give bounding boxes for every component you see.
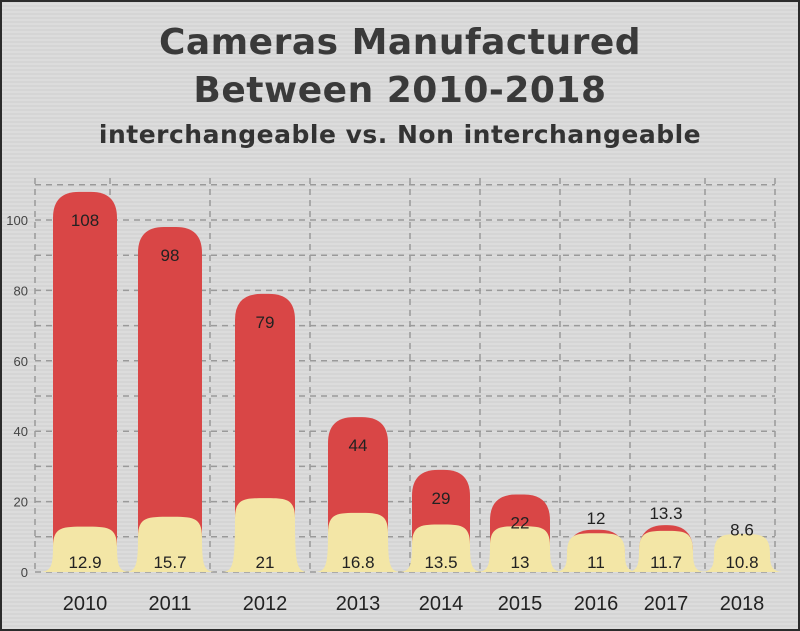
value-label-series0: 108	[71, 211, 99, 230]
bar-series1-2013	[314, 512, 402, 572]
bar-series1-2016	[553, 533, 639, 572]
value-label-series0: 13.3	[649, 504, 682, 523]
value-label-series1: 11.7	[650, 553, 682, 572]
chart-subtitle: interchangeable vs. Non interchangeable	[98, 120, 702, 149]
value-label-series1: 13.5	[424, 553, 457, 572]
value-label-series1: 10.8	[725, 553, 758, 572]
x-tick-label: 2017	[644, 593, 689, 615]
value-label-series1: 13	[511, 553, 530, 572]
x-tick-label: 2014	[419, 593, 464, 615]
bar-series1-2010	[39, 526, 131, 572]
bar-series1-2018	[700, 533, 784, 572]
x-tick-label: 2012	[243, 593, 288, 615]
value-label-series0: 79	[256, 313, 275, 332]
value-label-series0: 22	[511, 514, 530, 533]
bar-series1-2014	[398, 524, 484, 572]
y-tick-label: 0	[21, 565, 28, 580]
x-tick-label: 2010	[63, 593, 108, 615]
y-tick-label: 100	[6, 213, 28, 228]
value-label-series0: 8.6	[730, 521, 754, 540]
bar-series1-2017	[625, 530, 707, 572]
y-tick-label: 80	[14, 283, 28, 298]
x-tick-label: 2018	[720, 593, 765, 615]
x-tick-label: 2013	[336, 593, 381, 615]
value-label-series0: 44	[349, 436, 368, 455]
value-label-series1: 12.9	[68, 553, 101, 572]
bar-series1-2015	[476, 526, 564, 572]
bar-series1-2011	[124, 516, 216, 572]
y-tick-label: 60	[14, 354, 28, 369]
bar-series0-2010	[53, 191, 117, 572]
chart-title: Cameras Manufactured	[158, 22, 642, 63]
x-tick-label: 2015	[498, 593, 543, 615]
bar-series1-2012	[221, 498, 309, 572]
value-label-series0: 29	[432, 489, 451, 508]
y-tick-label: 20	[14, 495, 28, 510]
y-tick-label: 40	[14, 424, 28, 439]
bar-series0-2011	[138, 227, 202, 573]
value-label-series0: 12	[587, 509, 606, 528]
value-label-series1: 11	[587, 553, 605, 572]
chart-title-line2: Between 2010-2018	[193, 70, 607, 111]
bars	[39, 191, 784, 573]
x-tick-label: 2016	[574, 593, 619, 615]
value-label-series1: 15.7	[153, 553, 186, 572]
x-tick-label: 2011	[148, 593, 191, 615]
value-label-series1: 16.8	[341, 553, 374, 572]
value-label-series0: 98	[161, 246, 180, 265]
value-label-series1: 21	[256, 553, 275, 572]
